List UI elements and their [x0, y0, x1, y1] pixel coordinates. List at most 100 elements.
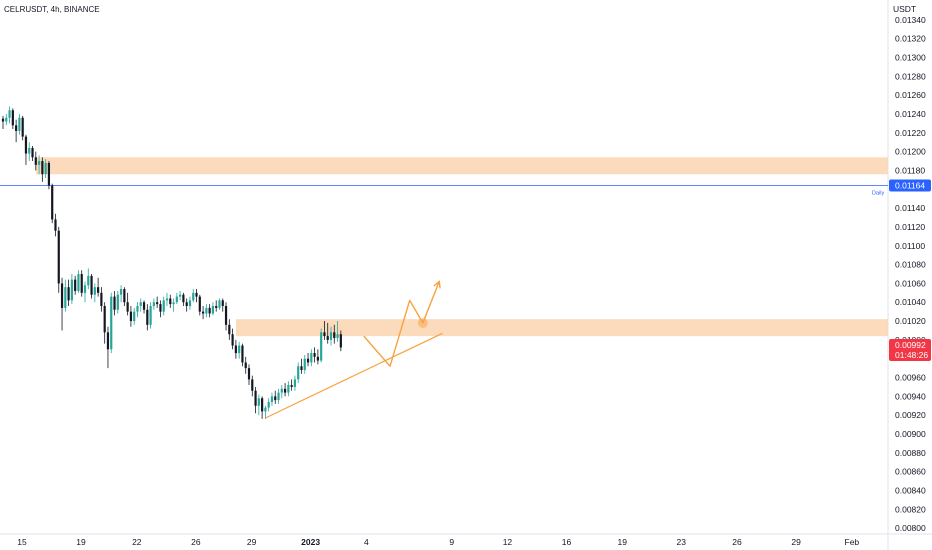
- candle-body: [156, 302, 159, 305]
- candle-body: [57, 230, 60, 284]
- candle-body: [205, 307, 208, 314]
- candle-body: [254, 390, 257, 406]
- candle-body: [24, 136, 28, 154]
- candle-body: [28, 147, 31, 154]
- candle-body: [228, 324, 231, 335]
- price-tick-label: 0.00800: [895, 523, 926, 533]
- candle-body: [234, 345, 237, 354]
- price-tick-label: 0.00960: [895, 373, 926, 383]
- candle-body: [277, 392, 280, 401]
- candle-body: [274, 396, 277, 401]
- candle-body: [87, 275, 90, 286]
- candle-body: [306, 358, 310, 363]
- candle-body: [185, 302, 188, 306]
- candle-body: [100, 292, 103, 306]
- candle-body: [34, 157, 37, 165]
- price-tick-label: 0.01240: [895, 109, 926, 119]
- candle-body: [80, 274, 83, 293]
- projection-marker: [417, 317, 428, 328]
- candle-body: [231, 334, 234, 346]
- candle-body: [159, 304, 162, 312]
- price-tick-label: 0.00860: [895, 467, 926, 477]
- candle-body: [126, 302, 129, 312]
- candle-body: [215, 306, 218, 308]
- candle-body: [133, 311, 136, 322]
- price-tick-label: 0.01200: [895, 147, 926, 157]
- price-tick-label: 0.00880: [895, 448, 926, 458]
- candle-body: [64, 287, 67, 308]
- price-tick-label: 0.01100: [895, 241, 925, 251]
- price-tick-label: 0.01080: [895, 260, 926, 270]
- candle-body: [103, 306, 106, 333]
- candle-body: [221, 300, 224, 306]
- zones: Daily: [0, 157, 888, 337]
- candle-body: [110, 296, 113, 350]
- candle-body: [182, 294, 185, 303]
- candle-body: [70, 279, 73, 301]
- candle-body: [116, 294, 119, 310]
- candle-body: [316, 356, 319, 361]
- candle-body: [310, 353, 313, 363]
- price-tick-label: 0.01280: [895, 71, 926, 81]
- candle-body: [142, 302, 146, 310]
- candle-body: [339, 334, 342, 348]
- price-tick-label: 0.01040: [895, 297, 926, 307]
- price-tick-label: 0.00820: [895, 504, 926, 514]
- candle-body: [287, 385, 290, 393]
- candle-body: [218, 300, 221, 308]
- candle-body: [106, 332, 110, 350]
- candle-body: [37, 161, 41, 165]
- candle-body: [90, 275, 93, 295]
- time-tick-label: 15: [17, 537, 27, 547]
- price-tick-label: 0.00840: [895, 485, 926, 495]
- candle-body: [83, 285, 87, 293]
- candle-body: [47, 162, 51, 186]
- price-axis[interactable]: 0.01340 0.01320 0.01300 0.01280 0.01260 0.012…: [895, 15, 926, 533]
- candle-body: [198, 296, 201, 312]
- price-tick-label: 0.01140: [895, 203, 925, 213]
- candle-body: [77, 274, 80, 291]
- candle-body: [97, 287, 100, 293]
- candle-body: [297, 366, 300, 380]
- candle-body: [293, 379, 297, 387]
- daily-line-label: Daily: [872, 191, 884, 197]
- candle-body: [283, 388, 287, 393]
- candle-body: [139, 302, 142, 306]
- candle-body: [192, 292, 195, 301]
- candle-body: [303, 358, 306, 370]
- candle-body: [195, 292, 198, 297]
- candle-body: [172, 302, 175, 305]
- time-axis[interactable]: 15 19 22 26 29 2023 4 9 12 16 19 23 26 29 Feb: [17, 537, 859, 547]
- daily-price-badge-text: 0.01164: [895, 181, 925, 191]
- candle-body: [119, 289, 123, 295]
- candle-body: [261, 398, 264, 412]
- candle-body: [290, 385, 293, 387]
- candle-body: [208, 307, 211, 314]
- time-tick-label: 22: [132, 537, 142, 547]
- candle-body: [51, 185, 54, 220]
- price-tick-label: 0.01120: [895, 222, 925, 232]
- candle-body: [326, 336, 329, 340]
- time-tick-label: 26: [732, 537, 742, 547]
- candle-body: [8, 110, 11, 118]
- candle-body: [54, 219, 57, 231]
- price-tick-label: 0.00940: [895, 391, 926, 401]
- candle-body: [300, 366, 303, 370]
- candle-body: [333, 332, 336, 338]
- time-tick-label: 29: [791, 537, 801, 547]
- price-tick-label: 0.01220: [895, 128, 926, 138]
- candle-body: [44, 162, 47, 175]
- candle-body: [241, 345, 244, 363]
- price-tick-label: 0.01300: [895, 53, 926, 63]
- candle-body: [251, 379, 254, 391]
- candle-body: [313, 353, 316, 357]
- candle-body: [41, 161, 44, 175]
- candle-body: [152, 302, 155, 306]
- candle-body: [1, 118, 5, 122]
- time-tick-label: 23: [677, 537, 687, 547]
- current-price-text: 0.00992: [895, 340, 926, 350]
- price-tick-label: 0.00920: [895, 410, 926, 420]
- candle-body: [93, 287, 96, 295]
